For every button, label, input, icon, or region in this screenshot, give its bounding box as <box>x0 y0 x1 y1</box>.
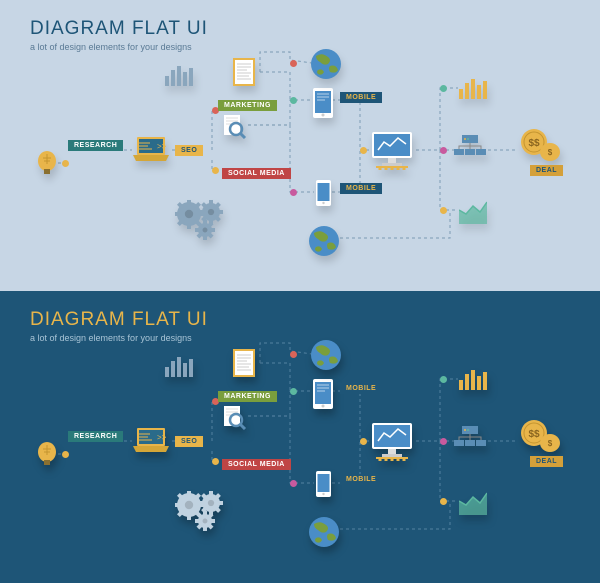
marketing-label: MARKETING <box>218 391 277 402</box>
chart-icon <box>459 75 487 99</box>
social-media-label: SOCIAL MEDIA <box>222 459 291 470</box>
server-icon <box>454 135 486 163</box>
coins-icon: $$$ <box>520 128 562 162</box>
connector-dot <box>440 207 447 214</box>
mobile-label: MOBILE <box>340 183 382 194</box>
page-title: DIAGRAM FLAT UI <box>30 309 208 331</box>
connector-dot <box>290 351 297 358</box>
connector-dot <box>360 438 367 445</box>
globe-icon <box>310 48 342 80</box>
monitor-icon <box>370 130 414 170</box>
tablet-icon <box>313 88 333 118</box>
title-block: DIAGRAM FLAT UI a lot of design elements… <box>30 309 208 343</box>
connector-dot <box>440 147 447 154</box>
social-media-label: SOCIAL MEDIA <box>222 168 291 179</box>
connector-dot <box>62 451 69 458</box>
mobile-label: MOBILE <box>340 92 382 103</box>
globe-icon <box>310 339 342 371</box>
svg-text:>>: >> <box>157 142 167 151</box>
tablet-icon <box>313 379 333 409</box>
research-label: RESEARCH <box>68 431 123 442</box>
page-subtitle: a lot of design elements for your design… <box>30 42 208 52</box>
connector-dot <box>290 189 297 196</box>
gears-icon <box>175 200 229 244</box>
bulb-icon <box>35 150 59 178</box>
barchart-icon <box>165 353 193 377</box>
connector-dot <box>440 498 447 505</box>
phone-icon <box>316 180 331 206</box>
connector-dot <box>290 388 297 395</box>
seo-label: SEO <box>175 145 203 156</box>
research-label: RESEARCH <box>68 140 123 151</box>
connector-dot <box>290 60 297 67</box>
svg-text:$$: $$ <box>528 429 540 440</box>
connector-dot <box>440 376 447 383</box>
laptop-icon: >> <box>130 426 172 454</box>
gears-icon <box>175 491 229 535</box>
connector-dot <box>290 480 297 487</box>
globe-icon <box>308 225 340 257</box>
phone-icon <box>316 471 331 497</box>
deal-label: DEAL <box>530 165 563 176</box>
chart-icon <box>459 491 487 515</box>
svg-text:$: $ <box>548 439 553 448</box>
server-icon <box>454 426 486 454</box>
laptop-icon: >> <box>130 135 172 163</box>
chart-icon <box>459 366 487 390</box>
magnify-icon <box>222 113 248 139</box>
coins-icon: $$$ <box>520 419 562 453</box>
panel-dark: DIAGRAM FLAT UI a lot of design elements… <box>0 291 600 583</box>
svg-text:$: $ <box>548 148 553 157</box>
seo-label: SEO <box>175 436 203 447</box>
bulb-icon <box>35 441 59 469</box>
monitor-icon <box>370 421 414 461</box>
magnify-icon <box>222 404 248 430</box>
page-subtitle: a lot of design elements for your design… <box>30 333 208 343</box>
barchart-icon <box>165 62 193 86</box>
marketing-label: MARKETING <box>218 100 277 111</box>
connector-dot <box>212 167 219 174</box>
document-icon <box>233 349 255 377</box>
deal-label: DEAL <box>530 456 563 467</box>
connector-dot <box>360 147 367 154</box>
mobile-label: MOBILE <box>340 474 382 485</box>
svg-text:>>: >> <box>157 433 167 442</box>
document-icon <box>233 58 255 86</box>
connector-dot <box>212 458 219 465</box>
mobile-label: MOBILE <box>340 383 382 394</box>
globe-icon <box>308 516 340 548</box>
connector-dot <box>440 85 447 92</box>
page-title: DIAGRAM FLAT UI <box>30 18 208 40</box>
title-block: DIAGRAM FLAT UI a lot of design elements… <box>30 18 208 52</box>
chart-icon <box>459 200 487 224</box>
connector-dot <box>440 438 447 445</box>
connector-dot <box>62 160 69 167</box>
panel-light: DIAGRAM FLAT UI a lot of design elements… <box>0 0 600 291</box>
svg-text:$$: $$ <box>528 138 540 149</box>
connector-dot <box>290 97 297 104</box>
